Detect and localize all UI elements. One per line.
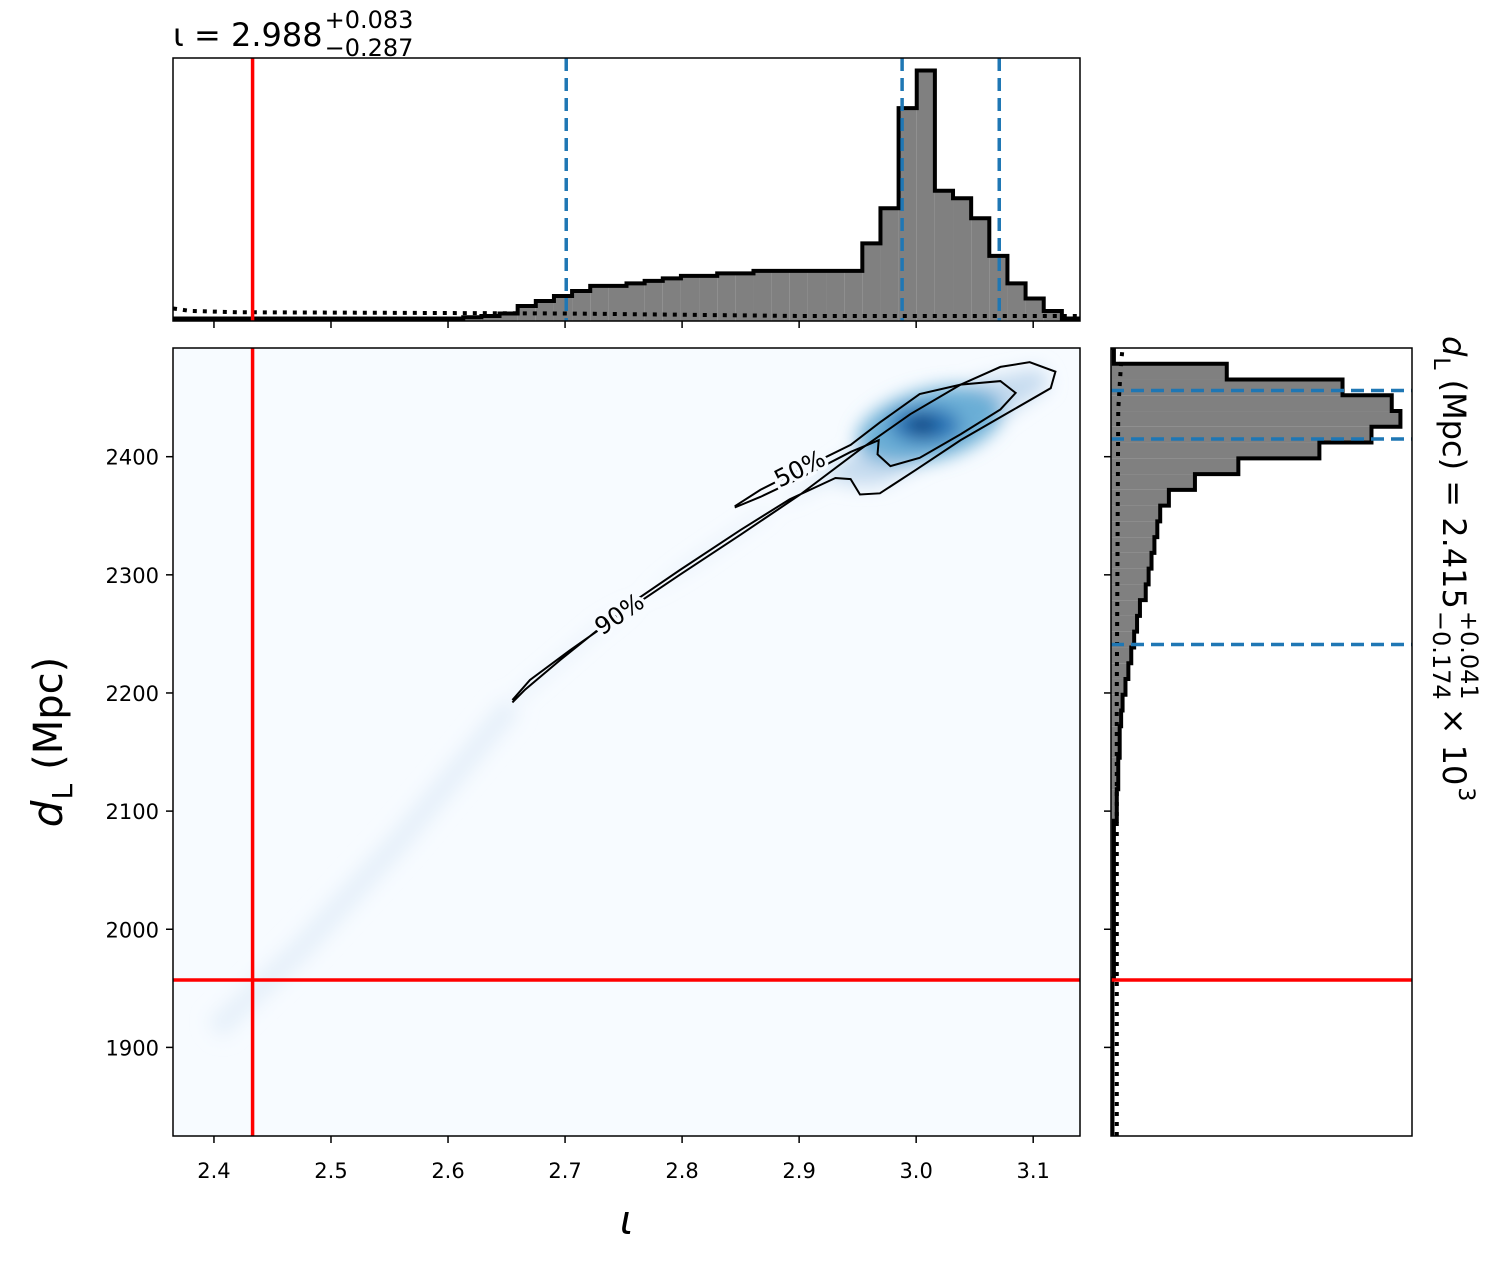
y-tick-label: 2300 bbox=[106, 564, 159, 588]
hist-bar bbox=[553, 295, 573, 321]
title-text: ι = 2.988 bbox=[173, 16, 323, 54]
density-tail bbox=[207, 697, 521, 1039]
x-tick-label: 2.6 bbox=[431, 1159, 464, 1183]
hist-bar bbox=[826, 270, 845, 321]
hist-bar bbox=[699, 275, 718, 321]
x-tick-label: 2.9 bbox=[782, 1159, 815, 1183]
hist-bar bbox=[1007, 283, 1026, 321]
hist-bar bbox=[662, 278, 681, 321]
hist-outline bbox=[1111, 348, 1403, 1136]
hist-bar bbox=[1111, 568, 1149, 585]
hist-bar bbox=[771, 270, 790, 321]
hist-outline bbox=[173, 68, 1080, 321]
side-panel-content bbox=[1111, 348, 1412, 1136]
y-tick-label: 2000 bbox=[106, 918, 159, 942]
hist-bar bbox=[1111, 678, 1126, 695]
hist-bar bbox=[499, 313, 518, 321]
hist-bar bbox=[934, 190, 954, 321]
hist-bar bbox=[1111, 805, 1117, 821]
hist-bar bbox=[916, 70, 935, 321]
hist-bar bbox=[1111, 647, 1132, 664]
hist-bar bbox=[1111, 379, 1343, 396]
hist-bar bbox=[1111, 584, 1146, 601]
x-tick-label: 2.7 bbox=[548, 1159, 581, 1183]
x-axis-label: ι bbox=[620, 1198, 634, 1244]
density-map bbox=[173, 348, 1080, 1136]
title-symbol: d bbox=[1435, 336, 1473, 357]
hist-bar bbox=[1111, 552, 1152, 569]
y-tick-label: 2200 bbox=[106, 682, 159, 706]
hist-bar bbox=[807, 270, 827, 321]
density-background bbox=[173, 348, 1080, 1136]
hist-bar bbox=[572, 290, 591, 321]
hist-bar bbox=[1111, 757, 1119, 774]
y-label-symbol: d bbox=[23, 800, 72, 827]
hist-bar bbox=[1111, 411, 1401, 427]
hist-bar bbox=[789, 270, 808, 321]
hist-bar bbox=[1025, 298, 1044, 321]
hist-bar bbox=[1111, 537, 1155, 553]
hist-bar bbox=[844, 270, 863, 321]
title-subscript: L bbox=[1428, 357, 1453, 370]
hist-bar bbox=[680, 275, 700, 321]
hist-bar bbox=[1111, 773, 1119, 790]
hist-bar bbox=[1111, 505, 1161, 522]
title-exponent: 3 bbox=[1453, 787, 1478, 801]
hist-bar bbox=[1111, 789, 1117, 806]
hist-bar bbox=[735, 273, 754, 321]
hist-bar bbox=[1111, 363, 1227, 380]
hist-bar bbox=[1111, 458, 1239, 475]
hist-bar bbox=[971, 218, 990, 321]
panel-title: dL (Mpc) = 2.415+0.041−0.174 × 103 bbox=[1427, 336, 1483, 801]
hist-bar bbox=[753, 270, 772, 321]
hist-bar bbox=[1111, 489, 1169, 506]
hist-bar bbox=[1111, 663, 1129, 679]
title-multiplier: × 10 bbox=[1435, 708, 1473, 786]
hist-bar bbox=[535, 300, 554, 321]
main-panel-frame bbox=[172, 347, 1081, 1137]
y-axis-label: dL (Mpc) bbox=[23, 657, 79, 827]
density-blobs bbox=[207, 368, 1050, 1039]
y-tick-label: 1900 bbox=[106, 1036, 159, 1060]
x-tick-label: 2.5 bbox=[314, 1159, 347, 1183]
y-label-subscript: L bbox=[46, 784, 79, 800]
top-panel-frame bbox=[172, 57, 1081, 322]
hist-bar bbox=[481, 315, 500, 321]
title-upper: +0.083 bbox=[325, 6, 414, 34]
hist-bar bbox=[1111, 615, 1138, 632]
hist-bar bbox=[717, 273, 736, 321]
hist-bar bbox=[953, 198, 972, 321]
x-tick-label: 2.8 bbox=[665, 1159, 698, 1183]
hist-bar bbox=[644, 280, 663, 321]
hist-bar bbox=[862, 243, 881, 321]
x-tick-label: 2.4 bbox=[197, 1159, 230, 1183]
hist-bar bbox=[880, 208, 899, 321]
prior-line bbox=[173, 306, 1080, 318]
density-max bbox=[908, 417, 936, 433]
y-tick-label: 2400 bbox=[106, 446, 159, 470]
hist-bar bbox=[1111, 474, 1195, 490]
title-text: (Mpc) = 2.415 bbox=[1435, 380, 1473, 609]
hist-bar bbox=[626, 283, 645, 321]
y-tick-label: 2100 bbox=[106, 800, 159, 824]
x-tick-label: 3.1 bbox=[1016, 1159, 1049, 1183]
hist-bar bbox=[1111, 395, 1392, 412]
hist-bar bbox=[1111, 742, 1120, 758]
hist-bar bbox=[1111, 442, 1320, 459]
y-label-text: (Mpc) bbox=[26, 657, 72, 770]
title-lower: −0.174 bbox=[1427, 611, 1455, 700]
top-panel-content bbox=[173, 58, 1080, 321]
contour-line bbox=[734, 380, 1018, 509]
title-upper: +0.041 bbox=[1455, 611, 1483, 700]
x-tick-label: 3.0 bbox=[899, 1159, 932, 1183]
side-panel-frame bbox=[1110, 347, 1413, 1137]
contour-line bbox=[511, 361, 1057, 704]
hist-bar bbox=[1111, 521, 1158, 538]
hist-bar bbox=[1111, 710, 1122, 727]
